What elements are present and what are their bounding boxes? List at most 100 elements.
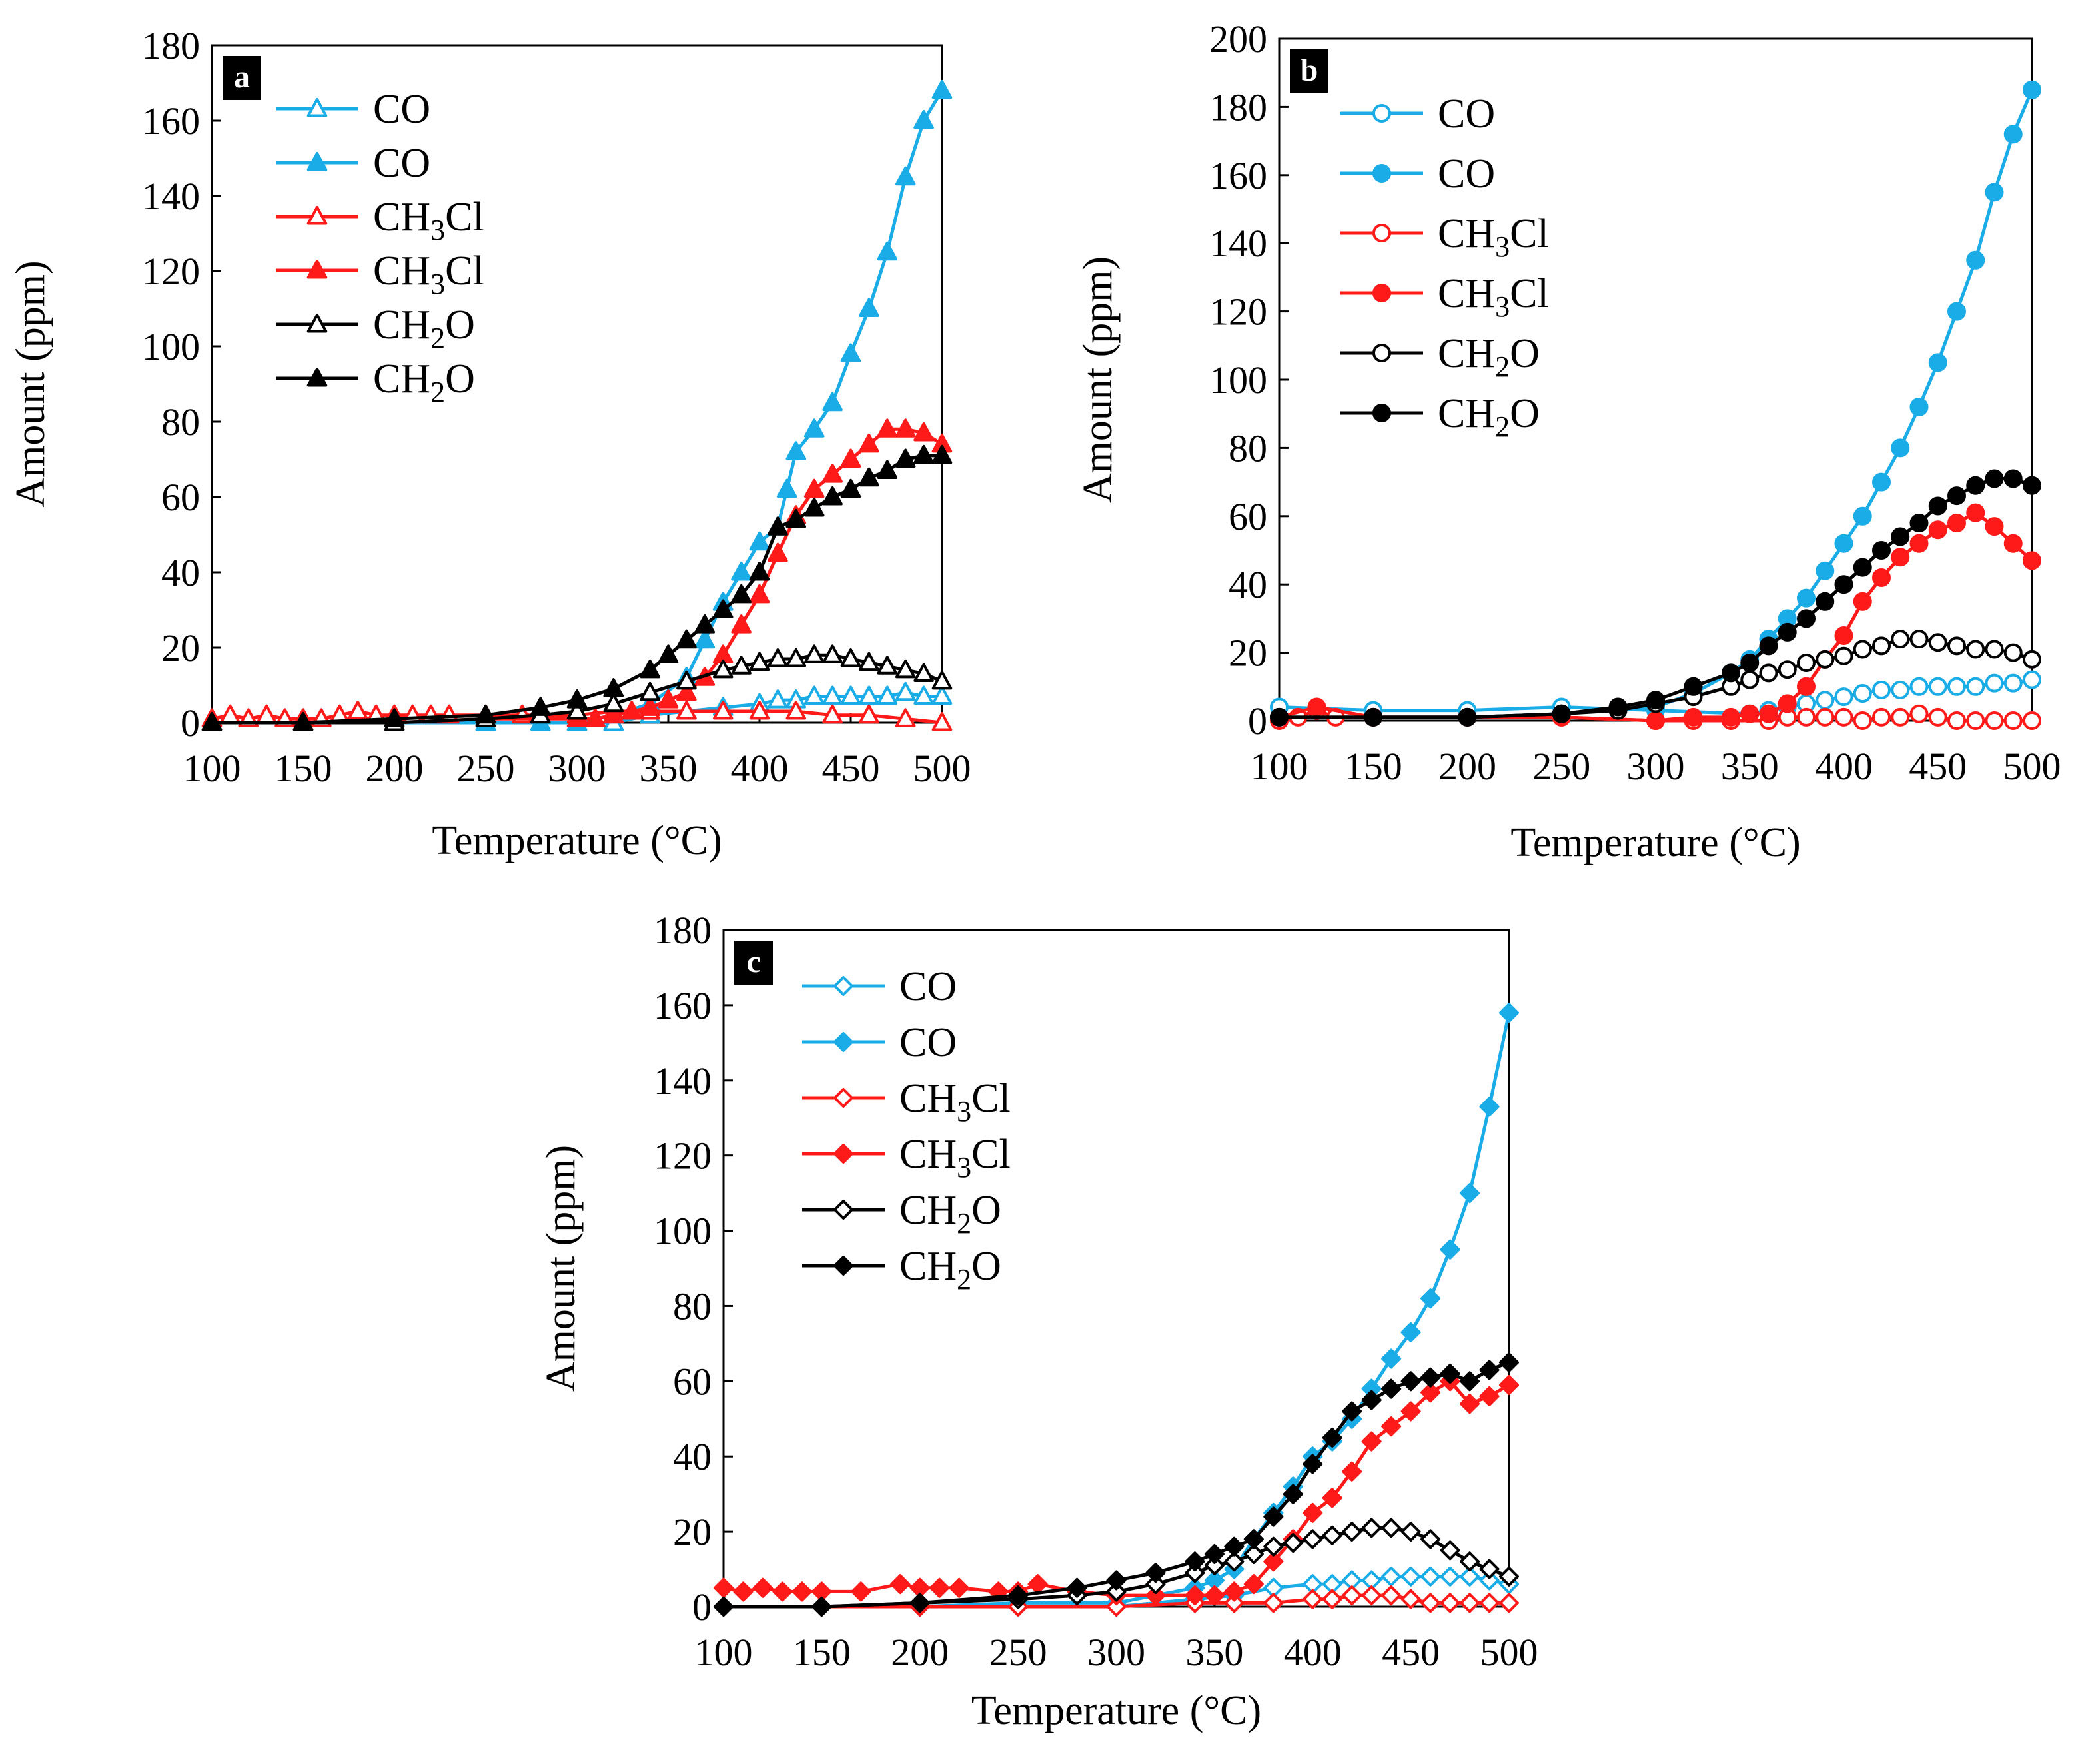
x-tick-label: 400: [731, 747, 789, 790]
data-point: [803, 478, 825, 498]
data-point: [1303, 1589, 1323, 1609]
data-point: [803, 497, 825, 517]
y-tick-label: 160: [654, 984, 712, 1027]
data-point: [1853, 684, 1872, 703]
data-point: [1322, 1488, 1342, 1508]
data-point: [859, 467, 879, 487]
data-point: [712, 659, 734, 679]
data-point: [822, 486, 843, 506]
data-point: [1966, 503, 1985, 522]
y-tick-label: 40: [673, 1435, 712, 1478]
data-point: [1106, 1581, 1127, 1602]
chart-panel-a: 0 20 40 60 80 100 120 140 160 180 100 150 200 250 300 3…: [8, 24, 971, 863]
data-point: [1185, 1563, 1205, 1583]
legend-label: CO: [899, 1020, 957, 1065]
y-tick-label: 120: [654, 1134, 712, 1178]
data-point: [640, 697, 660, 716]
y-tick-label: 40: [161, 551, 200, 594]
legend-item: CH2O: [276, 302, 475, 354]
x-tick-label: 300: [548, 747, 606, 790]
legend-label: CH3Cl: [373, 248, 484, 300]
y-tick-label: 0: [181, 701, 200, 745]
data-point: [566, 701, 588, 720]
x-tick-label: 250: [457, 747, 515, 790]
data-point: [822, 685, 843, 705]
legend-label: CH2O: [899, 1188, 1001, 1240]
y-tick-label: 180: [142, 24, 200, 67]
data-point: [1499, 1566, 1519, 1587]
data-point: [1499, 1593, 1519, 1613]
legend-swatch-marker: [306, 260, 328, 279]
data-point: [931, 79, 953, 99]
data-point: [1499, 1003, 1519, 1023]
series-5: [201, 444, 953, 731]
data-point: [895, 418, 916, 438]
data-point: [1797, 707, 1816, 727]
data-point: [859, 704, 879, 724]
legend-label: CO: [373, 141, 430, 186]
data-point: [1985, 711, 2004, 730]
data-point: [1928, 677, 1947, 696]
series-3: [201, 418, 953, 731]
data-point: [949, 1577, 969, 1598]
data-point: [1400, 1522, 1421, 1542]
data-point: [1966, 250, 1985, 270]
data-point: [931, 444, 953, 464]
legend-item: CH3Cl: [1340, 211, 1549, 263]
y-tick-label: 180: [1209, 85, 1267, 129]
data-point: [1966, 640, 1985, 659]
data-point: [1361, 1518, 1382, 1538]
x-tick-label: 250: [1532, 745, 1590, 788]
legend-swatch-marker: [833, 1144, 853, 1164]
data-point: [1499, 1352, 1519, 1373]
series-5: [714, 1352, 1519, 1617]
x-tick-label: 350: [640, 747, 698, 790]
data-point: [1361, 1390, 1382, 1410]
data-point: [1185, 1585, 1205, 1606]
data-point: [1204, 1555, 1225, 1575]
data-point: [201, 712, 223, 731]
data-point: [1816, 707, 1835, 727]
data-point: [1909, 630, 1929, 649]
x-tick-label: 350: [1185, 1631, 1243, 1674]
data-point: [733, 1581, 754, 1602]
data-point: [1145, 1563, 1166, 1583]
data-point: [1816, 650, 1835, 669]
data-point: [1400, 1589, 1421, 1609]
legend-label: CH2O: [899, 1244, 1001, 1296]
data-point: [822, 392, 843, 412]
data-point: [1853, 711, 1872, 730]
data-point: [1797, 609, 1816, 628]
y-tick-label: 20: [161, 626, 200, 669]
data-point: [1106, 1597, 1127, 1617]
data-point: [803, 685, 825, 705]
data-point: [1834, 626, 1853, 645]
data-point: [1816, 691, 1835, 710]
data-point: [1460, 1183, 1480, 1204]
data-point: [1440, 1364, 1460, 1384]
x-tick-label: 500: [1480, 1631, 1538, 1674]
data-point: [895, 448, 916, 468]
data-point: [1985, 469, 2004, 488]
data-point: [1145, 1585, 1166, 1606]
data-point: [1400, 1322, 1421, 1342]
data-point: [712, 599, 734, 618]
data-point: [1928, 496, 1947, 516]
data-point: [1283, 1533, 1303, 1553]
data-point: [1381, 1585, 1402, 1606]
data-point: [1740, 653, 1760, 672]
data-point: [785, 441, 807, 460]
data-point: [1947, 486, 1966, 506]
data-point: [1816, 592, 1835, 611]
chart-panel-b: 0 20 40 60 80 100 120 140 160 180 200 100 150 200 250 3…: [1075, 17, 2061, 865]
data-point: [2003, 673, 2023, 693]
x-tick-label: 200: [891, 1631, 949, 1674]
data-point: [1381, 1378, 1402, 1399]
data-point: [1361, 1431, 1382, 1452]
data-point: [2023, 650, 2041, 669]
data-point: [1243, 1529, 1264, 1549]
y-tick-label: 60: [1229, 495, 1267, 538]
data-point: [2003, 534, 2023, 553]
data-point: [1834, 534, 1853, 553]
data-point: [749, 701, 770, 720]
